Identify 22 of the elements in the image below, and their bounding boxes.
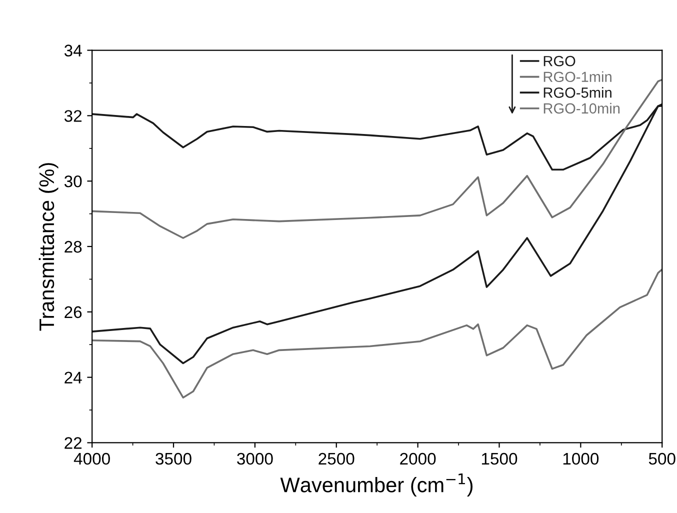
legend-label: RGO — [544, 56, 576, 66]
y-tick-label: 26 — [64, 306, 82, 318]
x-tick-label: 500 — [648, 452, 676, 465]
y-tick-label: 24 — [64, 372, 82, 384]
y-tick-label: 34 — [64, 44, 82, 56]
y-tick-label: 22 — [64, 437, 82, 449]
x-tick-label: 3000 — [237, 452, 273, 465]
x-tick-label: 4000 — [74, 452, 110, 465]
line-series — [92, 268, 662, 398]
x-tick-label: 2000 — [400, 452, 436, 465]
x-axis-title: Wavenumber (cm$^{−1}$) — [280, 474, 473, 496]
x-tick-label: 1500 — [482, 452, 518, 465]
x-tick-label: 1000 — [563, 452, 599, 465]
x-tick-label: 2500 — [318, 452, 354, 465]
x-tick-label: 3500 — [156, 452, 192, 465]
y-axis-title: Transmittance (%) — [38, 163, 58, 331]
legend-label: RGO-10min — [544, 102, 620, 114]
legend-label: RGO-5min — [544, 87, 612, 98]
y-tick-label: 28 — [64, 240, 82, 253]
legend-label: RGO-1min — [544, 71, 612, 82]
y-tick-label: 32 — [64, 110, 82, 122]
y-tick-label: 30 — [64, 175, 82, 188]
